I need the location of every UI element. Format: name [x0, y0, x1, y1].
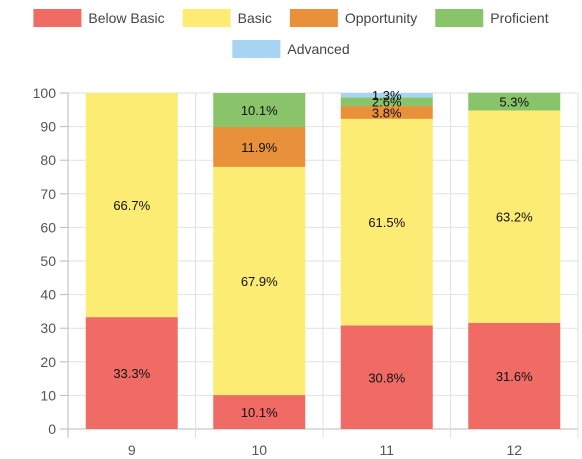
legend-label-advanced: Advanced	[287, 41, 349, 57]
bar-basic-grade-10[interactable]	[213, 166, 306, 396]
legend-label-basic: Basic	[238, 10, 272, 26]
data-label-below-basic-grade-11: 30.8%	[368, 370, 405, 385]
legend-swatch-proficient	[435, 9, 484, 27]
legend-item-proficient[interactable]: Proficient	[435, 9, 549, 27]
x-tick-label: 12	[506, 442, 522, 458]
y-tick-label: 50	[40, 253, 56, 269]
bar-basic-grade-9[interactable]	[85, 93, 178, 318]
chart-bars	[85, 92, 561, 429]
data-label-basic-grade-11: 61.5%	[368, 215, 405, 230]
chart-data-labels: 33.3% 66.7% 10.1% 67.9% 11.9% 10.1% 30.8% 61.5%…	[113, 88, 533, 420]
x-tick-label: 10	[251, 442, 267, 458]
y-tick-label: 40	[40, 287, 56, 303]
data-label-opportunity-grade-10: 11.9%	[241, 140, 277, 155]
data-label-opportunity-grade-11: 3.8%	[372, 105, 402, 120]
y-tick-label: 60	[40, 219, 56, 235]
bar-below-basic-grade-12[interactable]	[468, 322, 561, 429]
data-label-basic-grade-9: 66.7%	[113, 198, 150, 213]
bar-below-basic-grade-10[interactable]	[213, 395, 306, 429]
bar-proficient-grade-11[interactable]	[340, 97, 433, 107]
legend-swatch-below-basic	[33, 9, 82, 27]
legend-item-advanced[interactable]: Advanced	[232, 40, 350, 58]
bar-advanced-grade-11[interactable]	[340, 93, 433, 98]
bar-basic-grade-11[interactable]	[340, 118, 433, 326]
y-tick-label: 30	[40, 320, 56, 336]
legend-swatch-basic	[182, 9, 231, 27]
data-label-proficient-grade-10: 10.1%	[241, 103, 278, 118]
y-tick-label: 0	[48, 421, 56, 437]
legend-item-below-basic[interactable]: Below Basic	[33, 9, 165, 27]
chart-axes: 0 10 20 30 40 50 60 70 80 90 100 9 10 11 12	[33, 85, 523, 458]
data-label-proficient-grade-12: 5.3%	[499, 95, 529, 110]
legend-label-proficient: Proficient	[490, 10, 548, 26]
y-tick-label: 10	[40, 387, 56, 403]
y-tick-label: 80	[40, 152, 56, 168]
y-tick-label: 20	[40, 354, 56, 370]
bar-opportunity-grade-10[interactable]	[213, 126, 306, 167]
legend-item-opportunity[interactable]: Opportunity	[289, 9, 417, 27]
bar-below-basic-grade-11[interactable]	[340, 325, 433, 429]
legend-item-basic[interactable]: Basic	[182, 9, 272, 27]
legend-swatch-advanced	[232, 40, 281, 58]
chart-legend: Below Basic Basic Opportunity Proficient Adv…	[33, 9, 549, 58]
bar-proficient-grade-12[interactable]	[468, 92, 561, 111]
data-label-basic-grade-10: 67.9%	[241, 274, 278, 289]
bar-opportunity-grade-11[interactable]	[340, 106, 433, 119]
legend-label-opportunity: Opportunity	[345, 10, 417, 26]
x-tick-label: 9	[128, 442, 136, 458]
x-tick-label: 11	[379, 442, 394, 458]
bar-proficient-grade-10[interactable]	[213, 93, 306, 127]
data-label-below-basic-grade-9: 33.3%	[113, 366, 150, 381]
y-tick-label: 100	[33, 85, 57, 101]
y-tick-label: 90	[40, 119, 56, 135]
data-label-advanced-grade-11: 1.3%	[372, 88, 402, 103]
data-label-below-basic-grade-12: 31.6%	[496, 369, 533, 384]
data-label-below-basic-grade-10: 10.1%	[241, 405, 278, 420]
y-tick-label: 70	[40, 186, 56, 202]
data-label-proficient-grade-11: 2.6%	[372, 95, 402, 110]
bar-below-basic-grade-9[interactable]	[85, 317, 178, 429]
bar-basic-grade-12[interactable]	[468, 110, 561, 323]
legend-label-below-basic: Below Basic	[88, 10, 164, 26]
legend-swatch-opportunity	[289, 9, 338, 27]
data-label-basic-grade-12: 63.2%	[496, 210, 533, 225]
